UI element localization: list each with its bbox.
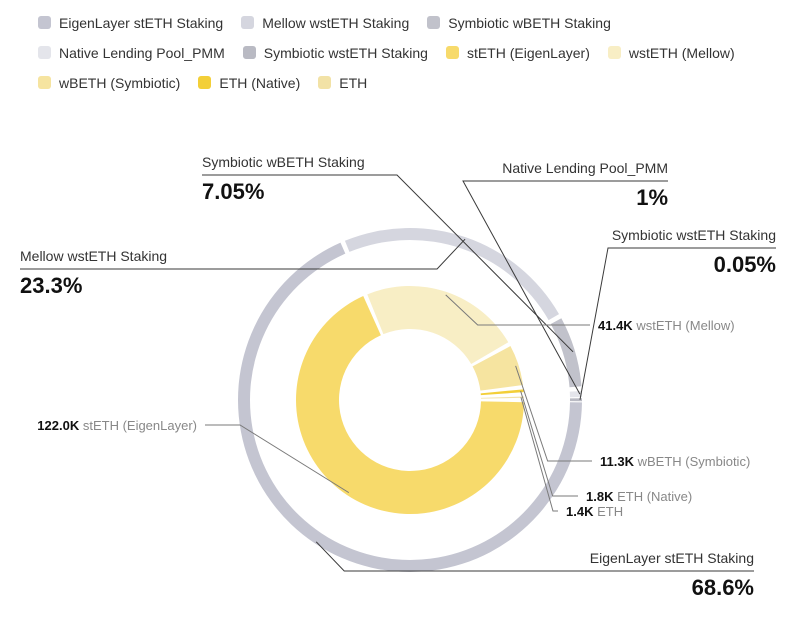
legend-swatch xyxy=(427,16,441,29)
inner-slice-name: stETH (EigenLayer) xyxy=(83,418,197,433)
outer-slice-value: 68.6% xyxy=(692,575,754,600)
outer-slice-value: 7.05% xyxy=(202,179,264,204)
legend-item[interactable]: Mellow wstETH Staking xyxy=(241,12,409,33)
legend-swatch xyxy=(241,16,255,29)
outer-slice-name: Native Lending Pool_PMM xyxy=(502,160,668,176)
inner-slice-amount: 41.4K xyxy=(598,318,636,333)
legend-swatch xyxy=(242,46,256,59)
outer-ring-slice[interactable] xyxy=(344,228,560,321)
outer-slice-value: 23.3% xyxy=(20,273,82,298)
inner-ring-slice[interactable] xyxy=(367,286,509,365)
legend-label: Native Lending Pool_PMM xyxy=(59,44,225,61)
inner-slice-label: 41.4K wstETH (Mellow) xyxy=(598,318,735,333)
inner-slice-amount: 1.4K xyxy=(566,504,597,519)
inner-slice-name: ETH (Native) xyxy=(617,489,692,504)
inner-slice-label: 1.4K ETH xyxy=(566,504,623,519)
inner-slice-amount: 122.0K xyxy=(37,418,83,433)
legend-item[interactable]: EigenLayer stETH Staking xyxy=(38,12,223,33)
legend-label: ETH xyxy=(339,74,368,91)
outer-slice-value: 0.05% xyxy=(714,252,776,277)
leader-line xyxy=(462,180,668,395)
inner-ring-slice[interactable] xyxy=(480,396,524,399)
inner-slice-label: 11.3K wBETH (Symbiotic) xyxy=(600,454,750,469)
outer-slice-value: 1% xyxy=(636,185,668,210)
outer-slice-name: Symbiotic wstETH Staking xyxy=(612,227,776,243)
inner-slice-amount: 1.8K xyxy=(586,489,617,504)
legend-label: Mellow wstETH Staking xyxy=(262,14,410,31)
inner-leader-line xyxy=(515,365,592,462)
outer-ring-slice[interactable] xyxy=(569,398,583,402)
leader-line xyxy=(202,174,574,353)
legend-swatch xyxy=(318,76,332,89)
chart-legend: EigenLayer stETH Staking Mellow wstETH St… xyxy=(38,12,783,93)
inner-slice-name: ETH xyxy=(597,504,623,519)
leader-line xyxy=(315,541,754,572)
inner-leader-line xyxy=(520,390,578,497)
legend-label: Symbiotic wstETH Staking xyxy=(263,44,428,61)
outer-slice-name: Symbiotic wBETH Staking xyxy=(202,154,365,170)
legend-label: wstETH (Mellow) xyxy=(628,44,735,61)
legend-item[interactable]: ETH (Native) xyxy=(198,72,300,93)
inner-ring-slice[interactable] xyxy=(472,346,524,391)
inner-leader-line xyxy=(205,424,350,494)
outer-slice-name: EigenLayer stETH Staking xyxy=(590,550,754,566)
inner-ring-slice[interactable] xyxy=(480,389,524,396)
legend-item[interactable]: Native Lending Pool_PMM xyxy=(38,42,225,63)
inner-leader-line xyxy=(445,294,590,326)
outer-slice-name: Mellow wstETH Staking xyxy=(20,248,167,264)
legend-swatch xyxy=(38,76,51,89)
legend-swatch xyxy=(198,76,212,89)
legend-label: stETH (EigenLayer) xyxy=(466,44,590,61)
legend-label: EigenLayer stETH Staking xyxy=(59,14,224,31)
leader-line xyxy=(579,247,776,400)
legend-swatch xyxy=(607,46,621,59)
legend-item[interactable]: Symbiotic wstETH Staking xyxy=(242,42,428,63)
inner-leader-line xyxy=(520,397,558,512)
legend-swatch xyxy=(445,46,459,59)
leader-line xyxy=(20,238,466,270)
legend-item[interactable]: wstETH (Mellow) xyxy=(607,42,735,63)
legend-item[interactable]: wBETH (Symbiotic) xyxy=(38,72,180,93)
legend-swatch xyxy=(38,16,51,29)
outer-ring-slice[interactable] xyxy=(550,318,582,388)
inner-slice-label: 1.8K ETH (Native) xyxy=(586,489,692,504)
legend-item[interactable]: ETH xyxy=(318,72,367,93)
legend-label: Symbiotic wBETH Staking xyxy=(448,14,611,31)
legend-item[interactable]: stETH (EigenLayer) xyxy=(445,42,590,63)
legend-swatch xyxy=(38,46,51,59)
legend-item[interactable]: Symbiotic wBETH Staking xyxy=(427,12,611,33)
inner-slice-name: wBETH (Symbiotic) xyxy=(637,454,751,469)
inner-slice-amount: 11.3K xyxy=(600,454,638,469)
inner-slice-name: wstETH (Mellow) xyxy=(635,318,734,333)
inner-slice-label: 122.0K stETH (EigenLayer) xyxy=(37,418,197,433)
legend-label: ETH (Native) xyxy=(219,74,301,91)
legend-label: wBETH (Symbiotic) xyxy=(59,74,181,91)
inner-ring-slice[interactable] xyxy=(296,296,524,514)
